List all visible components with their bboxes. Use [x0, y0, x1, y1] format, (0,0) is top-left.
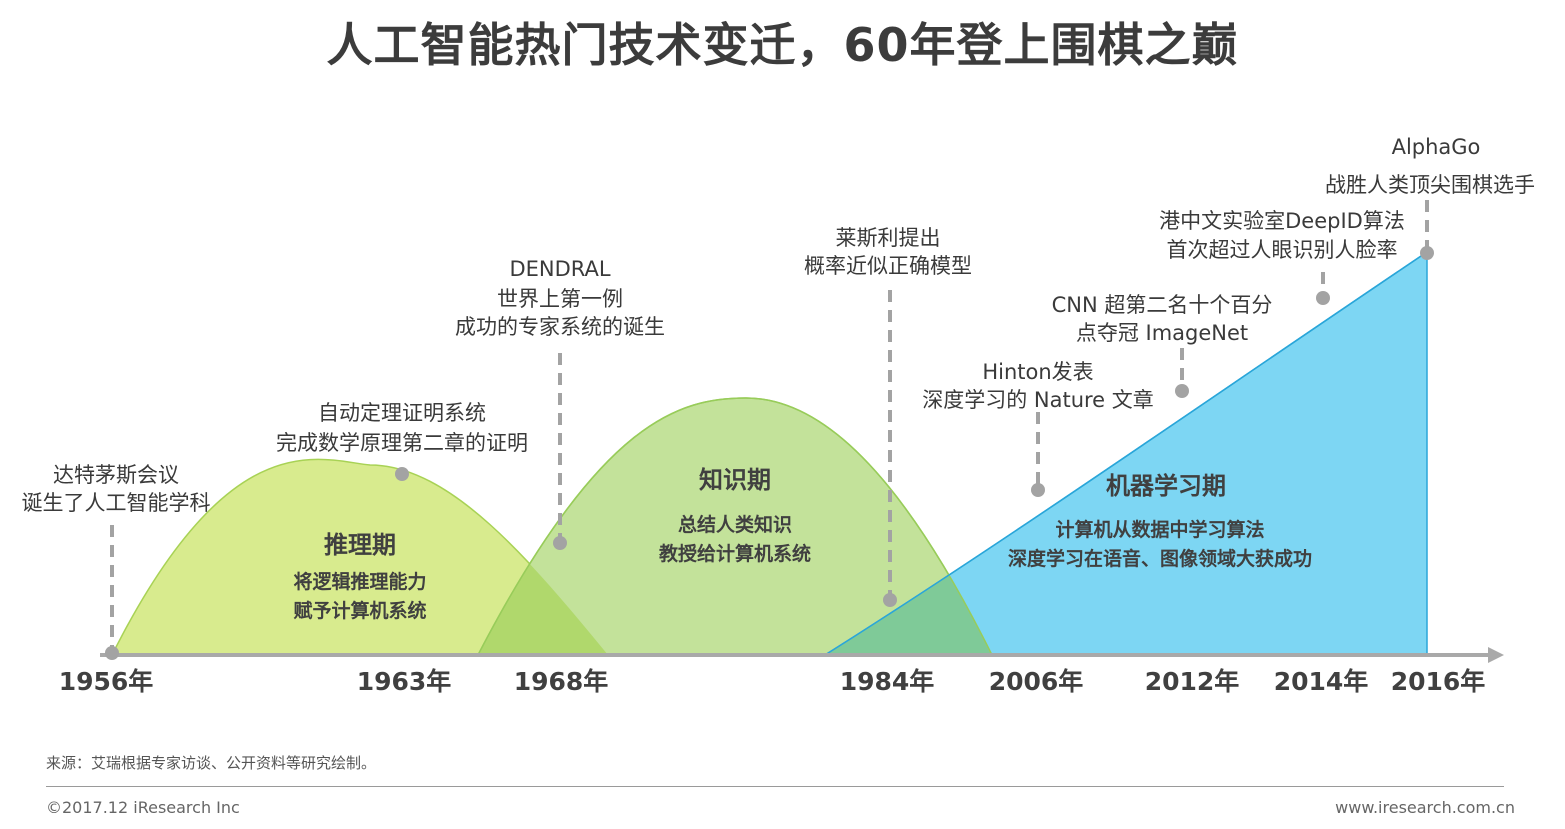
milestone-dot-1956 [105, 646, 119, 660]
year-label-1984: 1984年 [840, 667, 935, 696]
year-label-1956: 1956年 [59, 667, 154, 696]
year-label-2006: 2006年 [989, 667, 1084, 696]
milestone-1984-line1: 莱斯利提出 [836, 226, 941, 250]
milestone-dots [105, 246, 1434, 660]
phase-reasoning-title: 推理期 [324, 531, 396, 559]
axis-arrow-icon [1488, 647, 1504, 663]
milestone-2014-line1: 港中文实验室DeepID算法 [1159, 209, 1405, 233]
milestone-2012-line1: CNN 超第二名十个百分 [1052, 293, 1273, 317]
footer-divider [46, 786, 1504, 787]
year-label-2012: 2012年 [1145, 667, 1240, 696]
milestone-2006-line2: 深度学习的 Nature 文章 [922, 388, 1154, 412]
milestone-2016-line1: AlphaGo [1392, 135, 1481, 159]
phase-knowledge-desc-1: 总结人类知识 [678, 513, 792, 536]
milestone-1968-line3: 成功的专家系统的诞生 [455, 315, 665, 339]
milestone-dot-1968 [553, 536, 567, 550]
copyright-text: ©2017.12 iResearch Inc [46, 798, 240, 817]
milestone-2014-line2: 首次超过人眼识别人脸率 [1167, 238, 1398, 262]
milestone-1963-line2: 完成数学原理第二章的证明 [276, 431, 528, 455]
phase-ml-title: 机器学习期 [1106, 472, 1226, 500]
year-label-2014: 2014年 [1274, 667, 1369, 696]
milestone-1956-line1: 达特茅斯会议 [53, 463, 179, 487]
milestone-dot-1984 [883, 593, 897, 607]
milestone-1963-line1: 自动定理证明系统 [318, 401, 486, 425]
milestone-dot-2014 [1316, 291, 1330, 305]
website-link[interactable]: www.iresearch.com.cn [1335, 798, 1515, 817]
milestone-2006-line1: Hinton发表 [982, 360, 1093, 384]
milestone-dot-2016 [1420, 246, 1434, 260]
milestone-1968-line2: 世界上第一例 [497, 287, 623, 311]
phase-ml-desc-2: 深度学习在语音、图像领域大获成功 [1008, 547, 1312, 570]
milestone-2012-line2: 点夺冠 ImageNet [1076, 321, 1248, 345]
milestone-dot-2012 [1175, 384, 1189, 398]
milestone-1984-line2: 概率近似正确模型 [804, 254, 972, 278]
year-label-2016: 2016年 [1391, 667, 1486, 696]
year-label-1963: 1963年 [357, 667, 452, 696]
milestone-dot-2006 [1031, 483, 1045, 497]
phase-knowledge-desc-2: 教授给计算机系统 [659, 542, 811, 565]
phase-reasoning-desc-2: 赋予计算机系统 [293, 599, 426, 622]
milestone-1956-line2: 诞生了人工智能学科 [22, 491, 211, 515]
year-label-1968: 1968年 [514, 667, 609, 696]
milestone-2016-line2: 战胜人类顶尖围棋选手 [1325, 173, 1535, 197]
phase-ml-desc-1: 计算机从数据中学习算法 [1055, 518, 1264, 541]
phase-knowledge-title: 知识期 [699, 466, 771, 494]
source-note: 来源：艾瑞根据专家访谈、公开资料等研究绘制。 [46, 754, 377, 772]
page-title: 人工智能热门技术变迁，60年登上围棋之巅 [326, 18, 1239, 72]
phase-reasoning-desc-1: 将逻辑推理能力 [293, 570, 426, 593]
milestone-dot-1963 [395, 467, 409, 481]
milestone-1968-line1: DENDRAL [509, 257, 610, 281]
